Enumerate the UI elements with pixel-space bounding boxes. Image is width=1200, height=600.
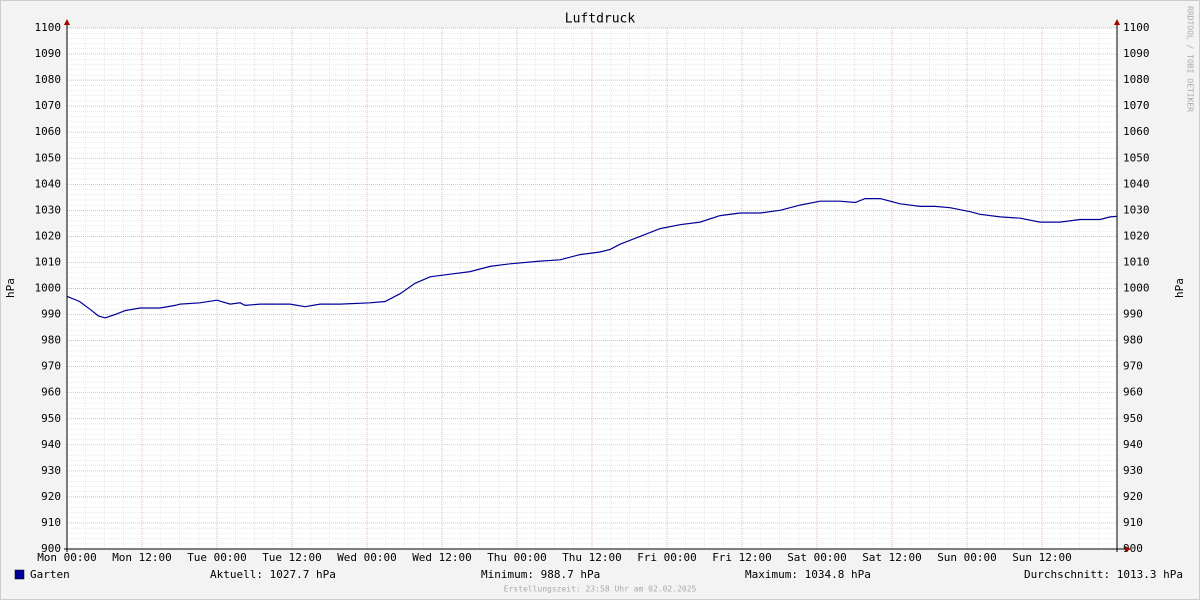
y2-tick-label: 910 bbox=[1123, 516, 1143, 529]
y-tick-label: 970 bbox=[41, 360, 61, 373]
y2-tick-label: 960 bbox=[1123, 386, 1143, 399]
x-tick-label: Fri 12:00 bbox=[712, 551, 772, 564]
y-tick-label: 1040 bbox=[35, 177, 62, 190]
x-tick-label: Tue 00:00 bbox=[187, 551, 247, 564]
x-tick-label: Wed 12:00 bbox=[412, 551, 472, 564]
y2-tick-label: 1050 bbox=[1123, 151, 1150, 164]
y-tick-label: 1060 bbox=[35, 125, 62, 138]
y-tick-label: 1010 bbox=[35, 255, 62, 268]
y-tick-label: 900 bbox=[41, 542, 61, 555]
marks bbox=[66, 198, 1118, 319]
x-tick-label: Fri 00:00 bbox=[637, 551, 697, 564]
y-tick-label: 1030 bbox=[35, 203, 62, 216]
y2-tick-label: 1000 bbox=[1123, 282, 1150, 295]
y2-tick-label: 1030 bbox=[1123, 203, 1150, 216]
x-tick-label: Thu 12:00 bbox=[562, 551, 622, 564]
y2-tick-label: 1090 bbox=[1123, 47, 1150, 60]
y2-tick-label: 1060 bbox=[1123, 125, 1150, 138]
y2-tick-label: 1070 bbox=[1123, 99, 1150, 112]
legend-swatch bbox=[14, 569, 25, 580]
y-tick-label: 940 bbox=[41, 438, 61, 451]
legend-stat: Aktuell: 1027.7 hPa bbox=[210, 568, 336, 581]
arrow bbox=[64, 19, 70, 25]
chart-title: Luftdruck bbox=[565, 12, 636, 27]
y2-axis-label: hPa bbox=[1173, 278, 1186, 298]
x-tick-label: Sun 00:00 bbox=[937, 551, 997, 564]
y2-tick-label: 950 bbox=[1123, 412, 1143, 425]
grid bbox=[66, 27, 1117, 550]
y-tick-label: 1000 bbox=[35, 282, 62, 295]
x-tick-label: Sat 00:00 bbox=[787, 551, 847, 564]
y2-tick-label: 1040 bbox=[1123, 177, 1150, 190]
y-tick-label: 960 bbox=[41, 386, 61, 399]
x-tick-label: Mon 00:00 bbox=[37, 551, 97, 564]
y2-tick-label: 980 bbox=[1123, 334, 1143, 347]
y-tick-label: 920 bbox=[41, 490, 61, 503]
legend-stat: Minimum: 988.7 hPa bbox=[481, 568, 600, 581]
y-tick-label: 1090 bbox=[35, 47, 62, 60]
y2-tick-label: 920 bbox=[1123, 490, 1143, 503]
x-tick-label: Thu 00:00 bbox=[487, 551, 547, 564]
y-tick-label: 1050 bbox=[35, 151, 62, 164]
y-tick-label: 980 bbox=[41, 334, 61, 347]
y-axis-label: hPa bbox=[4, 278, 17, 298]
y-tick-label: 930 bbox=[41, 464, 61, 477]
x-tick-label: Sun 12:00 bbox=[1012, 551, 1072, 564]
y2-tick-label: 1100 bbox=[1123, 21, 1150, 34]
y2-tick-label: 1080 bbox=[1123, 73, 1150, 86]
legend-label: Garten bbox=[30, 568, 70, 581]
legend-stat: Maximum: 1034.8 hPa bbox=[745, 568, 871, 581]
y2-tick-label: 900 bbox=[1123, 542, 1143, 555]
x-tick-label: Sat 12:00 bbox=[862, 551, 922, 564]
y2-tick-label: 1020 bbox=[1123, 229, 1150, 242]
x-tick-label: Tue 12:00 bbox=[262, 551, 322, 564]
y-tick-label: 1070 bbox=[35, 99, 62, 112]
y-tick-label: 990 bbox=[41, 308, 61, 321]
footer: Erstellungszeit: 23:58 Uhr am 02.02.2025 bbox=[504, 585, 697, 594]
x-tick-label: Mon 12:00 bbox=[112, 551, 172, 564]
series-line bbox=[66, 198, 1118, 319]
arrow bbox=[1114, 19, 1120, 25]
arrow bbox=[1125, 546, 1131, 552]
y2-tick-label: 1010 bbox=[1123, 255, 1150, 268]
x-tick-label: Wed 00:00 bbox=[337, 551, 397, 564]
y-tick-label: 1020 bbox=[35, 229, 62, 242]
y-tick-label: 1100 bbox=[35, 21, 62, 34]
y2-tick-label: 940 bbox=[1123, 438, 1143, 451]
legend-stat: Durchschnitt: 1013.3 hPa bbox=[1024, 568, 1183, 581]
y-tick-label: 910 bbox=[41, 516, 61, 529]
y2-tick-label: 970 bbox=[1123, 360, 1143, 373]
watermark: RRDTOOL / TOBI OETIKER bbox=[1186, 6, 1195, 112]
y-tick-label: 950 bbox=[41, 412, 61, 425]
y2-tick-label: 930 bbox=[1123, 464, 1143, 477]
y2-tick-label: 990 bbox=[1123, 308, 1143, 321]
y-tick-label: 1080 bbox=[35, 73, 62, 86]
